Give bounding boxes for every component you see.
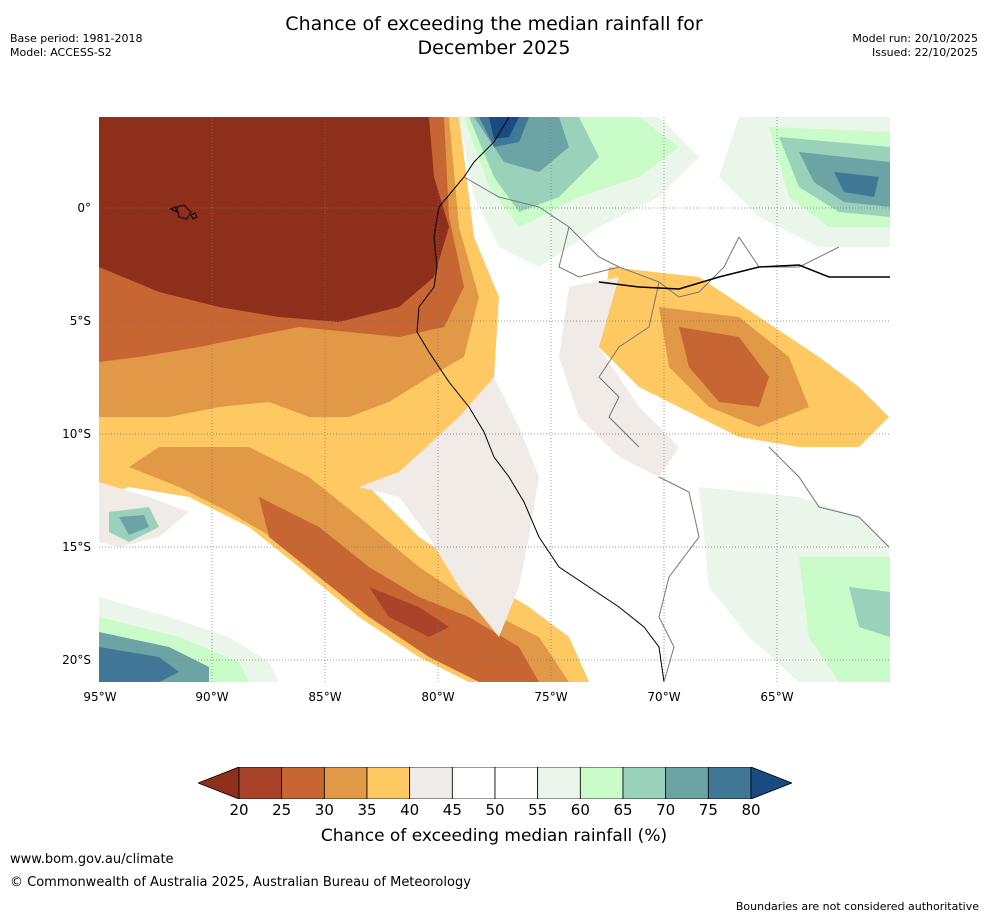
colorbar-segment <box>579 767 624 799</box>
title-line-1: Chance of exceeding the median rainfall … <box>285 13 703 35</box>
colorbar-tick-label: 40 <box>400 801 420 819</box>
colorbar-extend-high <box>750 767 792 799</box>
zone-20-25-core <box>99 117 449 322</box>
colorbar-segment <box>494 767 539 799</box>
zone-80-north <box>489 117 519 139</box>
footer-copyright: © Commonwealth of Australia 2025, Austra… <box>10 875 471 890</box>
colorbar-segment <box>323 767 368 799</box>
colorbar-extend-low <box>198 767 240 799</box>
lat-label-15s: 15°S <box>62 540 91 554</box>
lon-label-80w: 80°W <box>421 690 455 704</box>
colorbar-segment <box>281 767 325 799</box>
colorbar-tick-label: 35 <box>357 801 377 819</box>
colorbar <box>198 767 792 799</box>
chart-title: Chance of exceeding the median rainfall … <box>0 12 988 60</box>
colorbar-segment <box>707 767 752 799</box>
footer-note: Boundaries are not considered authoritat… <box>735 900 979 913</box>
base-period: Base period: 1981-2018 <box>10 32 143 45</box>
colorbar-tick-label: 20 <box>229 801 249 819</box>
zone-25-south <box>259 497 539 682</box>
zone-65-east <box>849 587 890 637</box>
colorbar-segment <box>665 767 709 799</box>
colorbar-segment <box>409 767 453 799</box>
lat-label-10s: 10°S <box>62 427 91 441</box>
model-name: Model: ACCESS-S2 <box>10 46 112 59</box>
lon-label-85w: 85°W <box>308 690 342 704</box>
lat-label-20s: 20°S <box>62 653 91 667</box>
zone-25-central <box>679 327 769 407</box>
colorbar-segment <box>537 767 581 799</box>
zone-20-south <box>369 587 449 637</box>
lon-label-65w: 65°W <box>760 690 794 704</box>
colorbar-segments <box>198 767 792 799</box>
colorbar-tick-label: 45 <box>442 801 462 819</box>
colorbar-tick-label: 25 <box>272 801 292 819</box>
zone-40-45-a <box>359 377 539 637</box>
colorbar-segment <box>451 767 496 799</box>
issued-date: Issued: 22/10/2025 <box>871 46 978 59</box>
zone-40-central <box>559 277 679 477</box>
country-borders <box>463 176 890 682</box>
colorbar-tick-label: 30 <box>314 801 334 819</box>
galapagos-islands <box>169 204 198 220</box>
graticule <box>99 117 890 682</box>
zone-70-sw-b <box>119 515 149 535</box>
lat-label-5s: 5°S <box>69 314 91 328</box>
colorbar-tick-label: 60 <box>570 801 590 819</box>
colorbar-segment <box>366 767 411 799</box>
colorbar-tick-label: 75 <box>698 801 718 819</box>
colorbar-tick-label: 65 <box>613 801 633 819</box>
meta-left: Base period: 1981-2018 Model: ACCESS-S2 <box>10 32 142 60</box>
coastline <box>416 117 665 682</box>
zone-60-east <box>799 557 890 682</box>
colorbar-segment <box>238 767 283 799</box>
lon-label-90w: 90°W <box>195 690 229 704</box>
title-line-2: December 2025 <box>417 37 571 59</box>
zone-75-80-sw <box>99 647 179 682</box>
lon-label-70w: 70°W <box>647 690 681 704</box>
colorbar-tick-label: 50 <box>485 801 505 819</box>
colorbar-tick-label: 55 <box>528 801 548 819</box>
lat-label-0: 0° <box>77 201 91 215</box>
footer-url[interactable]: www.bom.gov.au/climate <box>10 852 174 867</box>
rainfall-map <box>99 117 890 682</box>
lon-label-95w: 95°W <box>83 690 117 704</box>
colorbar-segment <box>622 767 667 799</box>
lon-label-75w: 75°W <box>534 690 568 704</box>
amazon-river <box>598 264 890 290</box>
model-run: Model run: 20/10/2025 <box>852 32 978 45</box>
meta-right: Model run: 20/10/2025 Issued: 22/10/2025 <box>852 32 978 60</box>
colorbar-tick-label: 70 <box>656 801 676 819</box>
zone-75-ne <box>834 172 879 197</box>
colorbar-tick-label: 80 <box>741 801 761 819</box>
colorbar-label: Chance of exceeding median rainfall (%) <box>320 826 668 846</box>
